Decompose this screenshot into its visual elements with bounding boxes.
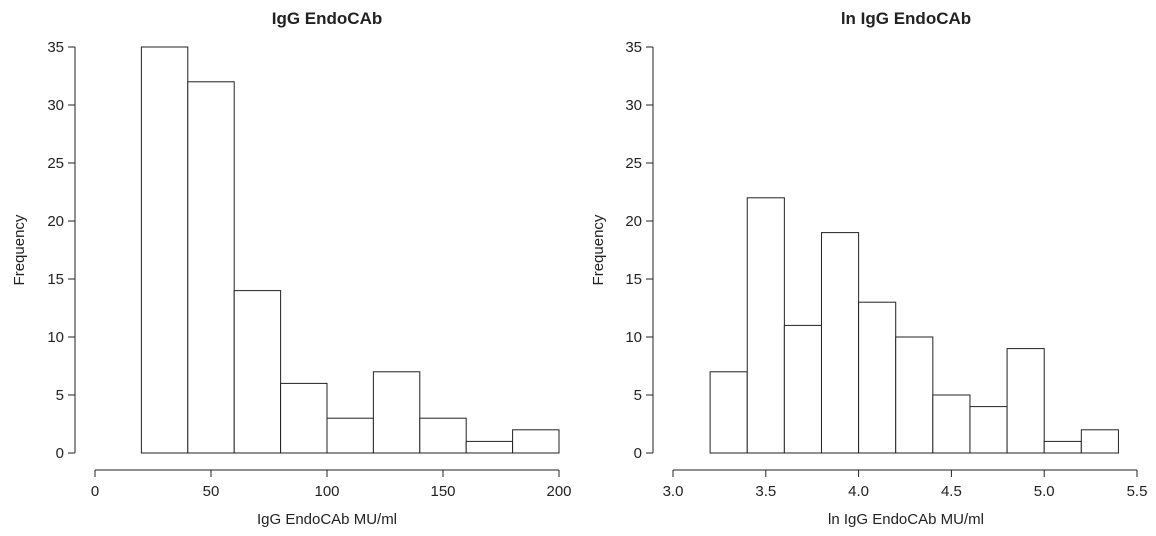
- y-tick-label: 5: [56, 387, 64, 404]
- histogram-bar: [326, 417, 374, 454]
- x-tick-label: 0: [91, 483, 99, 500]
- histogram-bar: [820, 232, 860, 454]
- x-axis: 0 50 100 150 200: [91, 469, 572, 500]
- y-tick-label: 0: [634, 445, 642, 462]
- histogram-bar: [465, 440, 514, 454]
- y-tick-label: 30: [47, 97, 64, 114]
- chart-title: ln IgG EndoCAb: [841, 9, 971, 28]
- histogram-bar: [783, 324, 822, 454]
- histogram-panel-igg: IgG EndoCAb IgG EndoCAb MU/ml Frequency …: [11, 9, 572, 528]
- y-axis-label: Frequency: [590, 214, 607, 285]
- x-tick-label: 3.5: [755, 483, 776, 500]
- y-axis-label: Frequency: [11, 214, 28, 285]
- y-tick-label: 5: [634, 387, 642, 404]
- x-axis-label: ln IgG EndoCAb MU/ml: [828, 511, 984, 528]
- y-tick-label: 20: [625, 213, 642, 230]
- y-tick-label: 25: [625, 155, 642, 172]
- x-axis-label: IgG EndoCAb MU/ml: [257, 511, 397, 528]
- y-tick-label: 20: [47, 213, 64, 230]
- x-tick-label: 3.0: [663, 483, 684, 500]
- y-axis: 0 5 10 15 20 25 30 35: [625, 39, 654, 462]
- bar-group: [709, 197, 1119, 454]
- histogram-bar: [280, 382, 328, 454]
- x-tick-label: 200: [546, 483, 571, 500]
- x-tick-label: 4.0: [848, 483, 869, 500]
- histogram-bar: [858, 301, 897, 454]
- x-tick-label: 5.0: [1034, 483, 1055, 500]
- y-tick-label: 25: [47, 155, 64, 172]
- histogram-bar: [372, 371, 421, 454]
- histogram-bar: [895, 336, 934, 454]
- x-tick-label: 4.5: [941, 483, 962, 500]
- histogram-bar: [1043, 440, 1082, 454]
- x-tick-label: 5.5: [1127, 483, 1148, 500]
- histogram-bar: [1080, 429, 1119, 454]
- histogram-bar: [709, 371, 748, 454]
- y-tick-label: 10: [47, 329, 64, 346]
- y-tick-label: 15: [47, 271, 64, 288]
- x-axis: 3.0 3.5 4.0 4.5 5.0 5.5: [663, 469, 1148, 500]
- y-axis: 0 5 10 15 20 25 30 35: [47, 39, 76, 462]
- histogram-bar: [746, 197, 785, 454]
- histogram-bar: [969, 406, 1008, 454]
- y-tick-label: 35: [625, 39, 642, 56]
- y-tick-label: 30: [625, 97, 642, 114]
- y-tick-label: 10: [625, 329, 642, 346]
- histogram-bar: [512, 429, 560, 454]
- histogram-bar: [233, 290, 282, 454]
- histogram-bar: [140, 46, 189, 454]
- y-tick-label: 0: [56, 445, 64, 462]
- histogram-bar: [1006, 348, 1045, 454]
- y-tick-label: 15: [625, 271, 642, 288]
- histogram-panel-ln-igg: ln IgG EndoCAb ln IgG EndoCAb MU/ml Freq…: [590, 9, 1147, 528]
- bar-group: [140, 46, 560, 454]
- chart-title: IgG EndoCAb: [272, 9, 382, 28]
- x-tick-label: 50: [203, 483, 220, 500]
- y-tick-label: 35: [47, 39, 64, 56]
- histogram-bar: [932, 394, 971, 454]
- histogram-bar: [419, 417, 467, 454]
- x-tick-label: 150: [430, 483, 455, 500]
- x-tick-label: 100: [314, 483, 339, 500]
- histogram-bar: [187, 81, 235, 454]
